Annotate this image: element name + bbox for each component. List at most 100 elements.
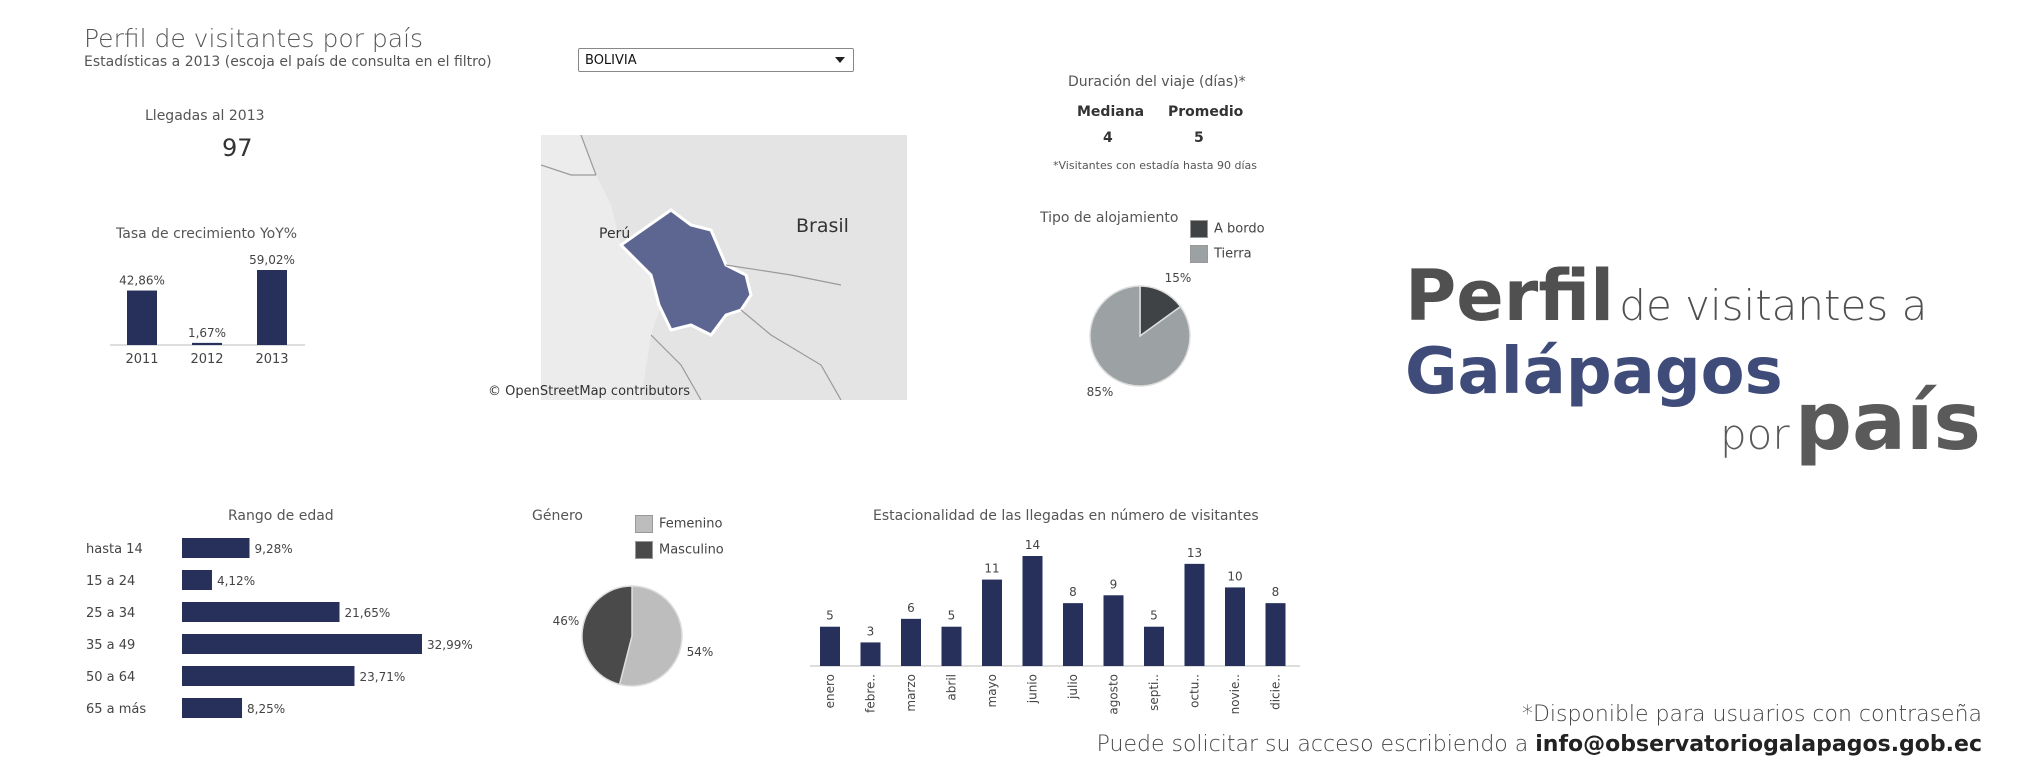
page-subtitle: Estadísticas a 2013 (escoja el país de c… (84, 54, 492, 70)
season-tick: septi.. (1147, 674, 1161, 711)
yoy-tick-2013: 2013 (255, 352, 288, 367)
promo-line-2: Galápagos (1405, 335, 1783, 409)
gender-pie-chart: 54% 46% (553, 585, 713, 687)
country-map[interactable]: Perú Brasil (541, 135, 907, 400)
accommodation-title: Tipo de alojamiento (1040, 210, 1179, 226)
season-label: 5 (948, 609, 956, 623)
age-bar[interactable] (182, 666, 355, 686)
mean-label: Promedio (1168, 104, 1244, 120)
yoy-bar-2012[interactable] (192, 342, 222, 345)
season-bar[interactable] (1063, 603, 1083, 666)
age-tick: 35 a 49 (86, 638, 135, 653)
age-label: 9,28% (255, 542, 293, 556)
mean-value: 5 (1194, 130, 1204, 146)
yoy-chart-title: Tasa de crecimiento YoY% (116, 226, 298, 242)
season-tick: dicie.. (1269, 674, 1283, 710)
legend-swatch-tierra (1190, 245, 1208, 263)
age-tick: 15 a 24 (86, 574, 135, 589)
footer-contact-text: Puede solicitar su acceso escribiendo a (1096, 732, 1536, 757)
season-bar[interactable] (941, 626, 962, 666)
season-bar[interactable] (1265, 603, 1286, 666)
map-credit: © OpenStreetMap contributors (488, 384, 690, 399)
season-label: 11 (984, 562, 999, 576)
promo-line-3: por país (1720, 375, 1981, 468)
country-filter-dropdown[interactable]: BOLIVIA (578, 48, 854, 72)
age-bar[interactable] (182, 570, 212, 590)
gender-slice-masculino[interactable] (581, 585, 633, 686)
legend-label-masculino: Masculino (659, 542, 724, 558)
country-filter-value: BOLIVIA (585, 53, 637, 68)
accommodation-slice-tierra[interactable] (1089, 285, 1191, 387)
gender-slice-femenino[interactable] (618, 585, 683, 687)
age-label: 4,12% (217, 574, 255, 588)
season-bar[interactable] (1225, 587, 1245, 666)
gender-label-masculino: 46% (553, 614, 580, 628)
yoy-bar-2013[interactable] (257, 270, 287, 345)
age-range-chart: hasta 14 9,28% 15 a 24 4,12% 25 a 34 21,65% 35… (86, 538, 473, 718)
season-label: 9 (1110, 577, 1118, 591)
age-bar[interactable] (182, 698, 243, 718)
legend-item-masculino: Masculino (635, 541, 724, 559)
age-bar[interactable] (182, 602, 340, 622)
season-bar[interactable] (1103, 595, 1124, 666)
season-label: 6 (907, 601, 915, 615)
season-label: 10 (1227, 569, 1242, 583)
page-title: Perfil de visitantes por país (84, 24, 424, 53)
season-tick: novie.. (1228, 674, 1242, 714)
season-label: 14 (1025, 538, 1040, 552)
yoy-label-2012: 1,67% (188, 326, 226, 340)
legend-label-femenino: Femenino (659, 516, 723, 532)
season-bar[interactable] (1022, 556, 1043, 666)
season-label: 3 (867, 624, 875, 638)
legend-item-tierra: Tierra (1190, 245, 1252, 263)
season-bar[interactable] (1184, 563, 1205, 666)
arrivals-value: 97 (222, 134, 253, 162)
season-tick: julio (1066, 674, 1080, 700)
season-bar[interactable] (982, 579, 1002, 666)
season-label: 13 (1187, 546, 1202, 560)
season-bar[interactable] (820, 626, 840, 666)
age-range-title: Rango de edad (228, 508, 334, 524)
chevron-down-icon[interactable] (835, 57, 845, 63)
season-bar[interactable] (901, 618, 921, 666)
season-label: 8 (1272, 585, 1280, 599)
footer-contact: Puede solicitar su acceso escribiendo a … (1097, 732, 1982, 757)
seasonality-title: Estacionalidad de las llegadas en número… (873, 508, 1259, 524)
season-bar[interactable] (1144, 626, 1164, 666)
footer-email-link[interactable]: info@observatoriogalapagos.gob.ec (1535, 732, 1982, 757)
age-bar[interactable] (182, 634, 422, 654)
legend-item-femenino: Femenino (635, 515, 722, 533)
season-tick: mayo (985, 674, 999, 708)
season-bar[interactable] (860, 642, 881, 666)
age-bar[interactable] (182, 538, 250, 558)
trip-duration-title: Duración del viaje (días)* (1068, 74, 1246, 90)
yoy-tick-2011: 2011 (125, 352, 158, 367)
legend-item-a-bordo: A bordo (1190, 220, 1265, 238)
accommodation-pie-chart: 15% 85% (1087, 271, 1192, 399)
accommodation-label-a-bordo: 15% (1165, 271, 1192, 285)
season-label: 5 (1150, 609, 1158, 623)
promo-perfil: Perfil (1405, 255, 1615, 337)
map-svg: Perú Brasil (541, 135, 907, 400)
age-tick: 25 a 34 (86, 606, 135, 621)
season-tick: febre.. (864, 674, 878, 713)
promo-por: por (1720, 410, 1790, 459)
age-tick: hasta 14 (86, 542, 143, 557)
gender-title: Género (532, 508, 583, 524)
age-tick: 65 a más (86, 702, 146, 717)
median-value: 4 (1103, 130, 1113, 146)
legend-label-tierra: Tierra (1214, 246, 1252, 262)
season-tick: marzo (904, 674, 918, 712)
age-label: 21,65% (345, 606, 391, 620)
yoy-bar-2011[interactable] (127, 290, 157, 345)
age-tick: 50 a 64 (86, 670, 135, 685)
median-label: Mediana (1077, 104, 1145, 120)
yoy-label-2013: 59,02% (249, 253, 295, 267)
legend-swatch-masculino (635, 541, 653, 559)
season-label: 5 (826, 609, 834, 623)
promo-line-1: Perfil de visitantes a (1405, 255, 1927, 337)
footer-availability-note: *Disponible para usuarios con contraseña (1521, 702, 1982, 727)
promo-galapagos: Galápagos (1405, 335, 1783, 409)
season-tick: abril (945, 674, 959, 701)
trip-duration-note: *Visitantes con estadía hasta 90 días (1053, 159, 1258, 172)
